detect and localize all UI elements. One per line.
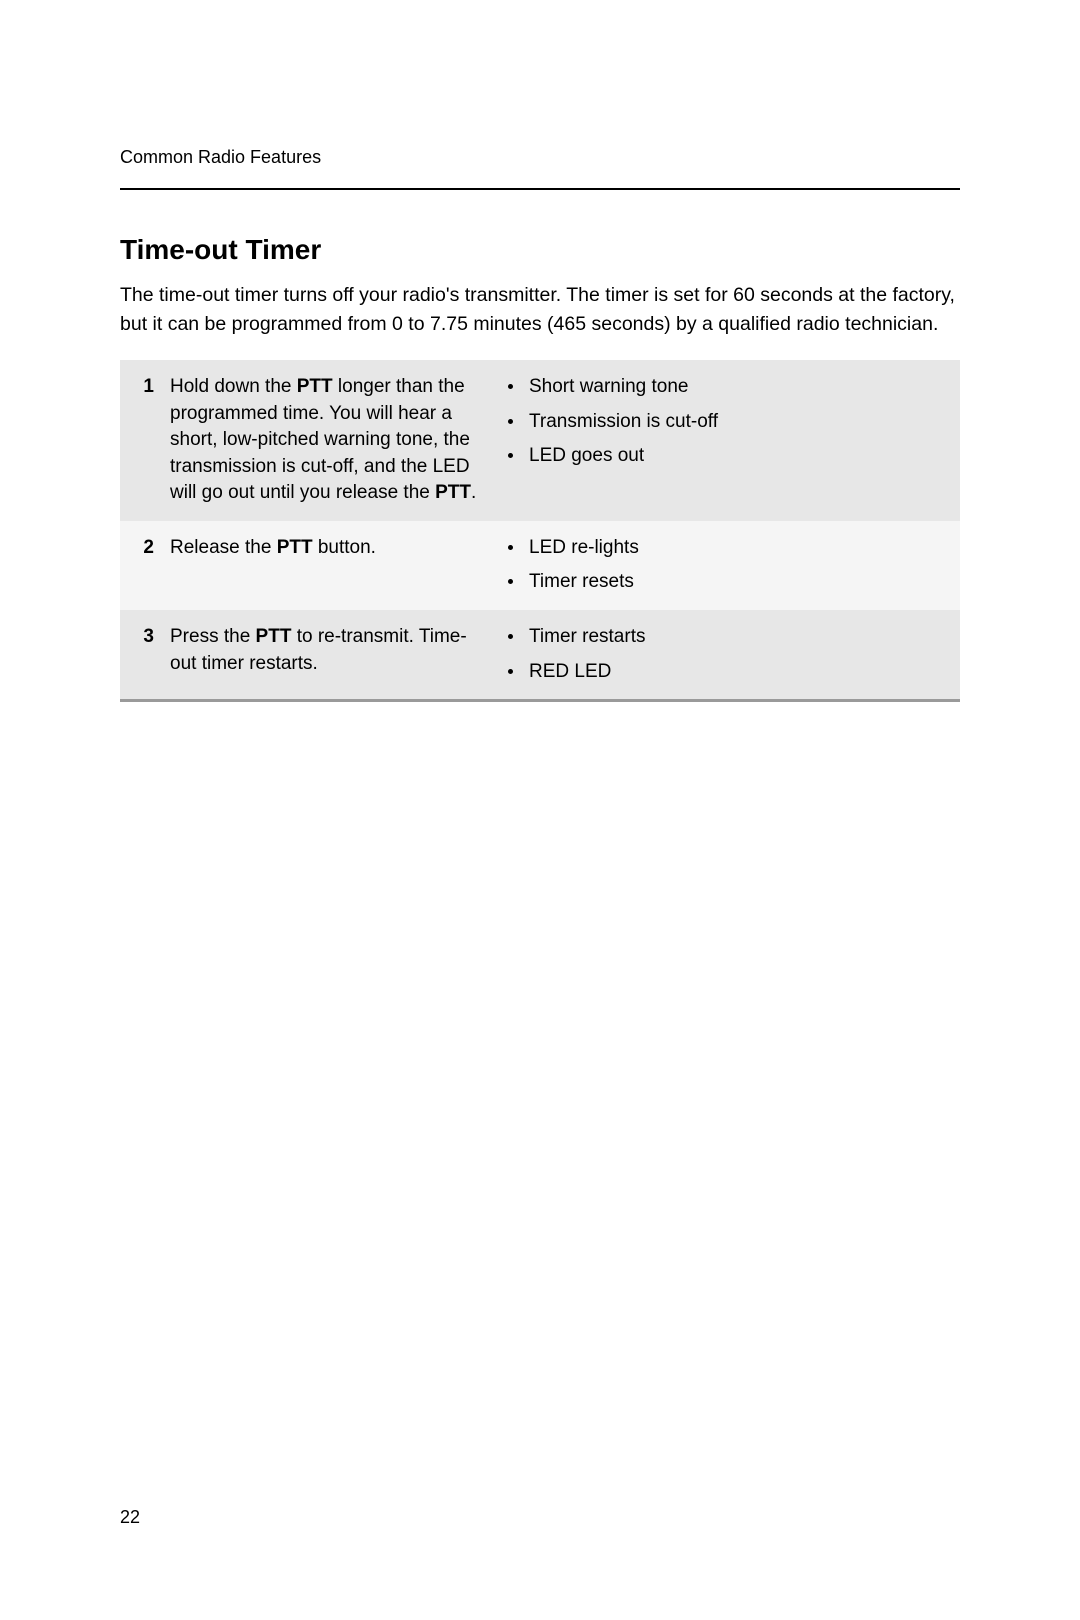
- result-text: LED re-lights: [529, 535, 639, 562]
- page-number: 22: [120, 1505, 140, 1530]
- header-rule: [120, 188, 960, 190]
- bullet-icon: [508, 453, 513, 458]
- result-item: Short warning tone: [508, 374, 952, 401]
- result-text: LED goes out: [529, 443, 644, 470]
- bullet-icon: [508, 634, 513, 639]
- step-instruction: Release the PTT button.: [162, 521, 500, 610]
- step-results: LED re-lights Timer resets: [500, 521, 960, 610]
- bullet-icon: [508, 669, 513, 674]
- step-number: 3: [120, 610, 162, 699]
- result-item: Timer resets: [508, 569, 952, 596]
- table-row: 2Release the PTT button. LED re-lights Tim…: [120, 521, 960, 610]
- step-number: 2: [120, 521, 162, 610]
- result-item: LED re-lights: [508, 535, 952, 562]
- section-header: Common Radio Features: [120, 145, 960, 170]
- result-text: Timer restarts: [529, 624, 645, 651]
- result-text: Timer resets: [529, 569, 634, 596]
- bullet-icon: [508, 419, 513, 424]
- page-title: Time-out Timer: [120, 230, 960, 269]
- steps-table: 1Hold down the PTT longer than the progr…: [120, 360, 960, 699]
- result-item: Transmission is cut-off: [508, 409, 952, 436]
- intro-paragraph: The time-out timer turns off your radio'…: [120, 281, 960, 338]
- bullet-icon: [508, 384, 513, 389]
- step-number: 1: [120, 360, 162, 521]
- step-results: Timer restarts RED LED: [500, 610, 960, 699]
- result-item: Timer restarts: [508, 624, 952, 651]
- bullet-icon: [508, 545, 513, 550]
- result-item: LED goes out: [508, 443, 952, 470]
- step-instruction: Press the PTT to re-transmit. Time-out t…: [162, 610, 500, 699]
- step-results: Short warning tone Transmission is cut-of…: [500, 360, 960, 521]
- bullet-icon: [508, 579, 513, 584]
- result-text: RED LED: [529, 659, 611, 686]
- result-text: Transmission is cut-off: [529, 409, 718, 436]
- table-row: 1Hold down the PTT longer than the progr…: [120, 360, 960, 521]
- table-row: 3Press the PTT to re-transmit. Time-out …: [120, 610, 960, 699]
- table-bottom-rule: [120, 699, 960, 702]
- result-item: RED LED: [508, 659, 952, 686]
- step-instruction: Hold down the PTT longer than the progra…: [162, 360, 500, 521]
- result-text: Short warning tone: [529, 374, 689, 401]
